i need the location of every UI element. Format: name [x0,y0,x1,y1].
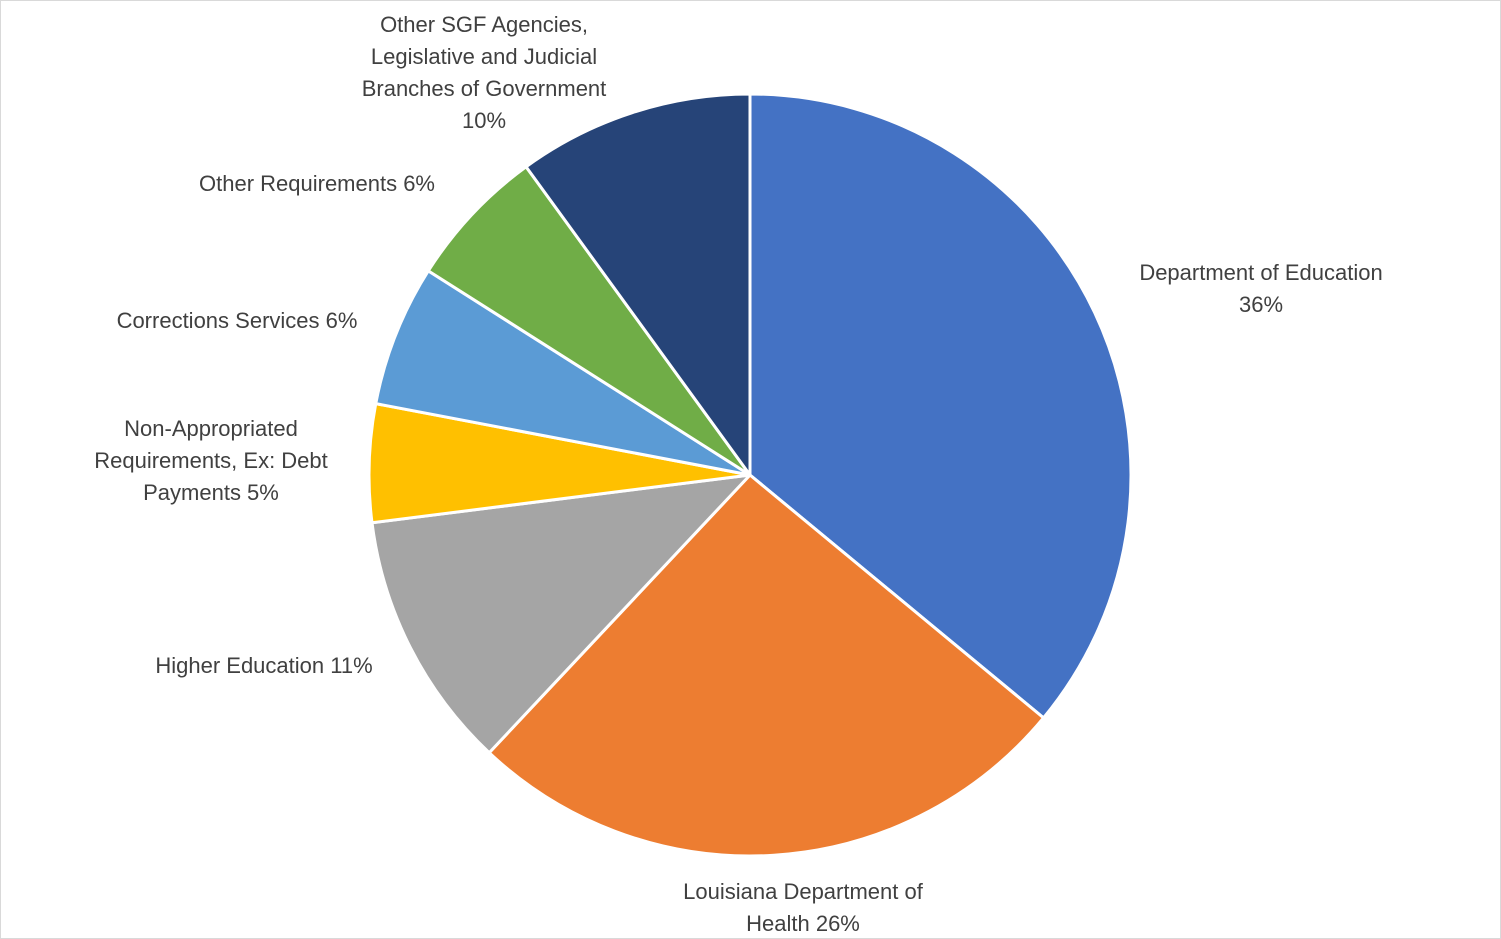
pie-slices [367,92,1133,858]
slice-label-6: Other Requirements 6% [199,171,435,196]
slice-label-line: Payments 5% [143,480,279,505]
pie-slice-3 [370,473,752,755]
slice-labels: Department of Education 36% Louisiana Depa… [94,12,1382,936]
pie-slice-6 [426,165,752,477]
slice-label-line: Higher Education 11% [155,653,372,678]
pie-slice-2 [487,473,1046,858]
pie-slice-5 [374,269,752,477]
slice-label-line: Requirements, Ex: Debt [94,448,328,473]
slice-label-line: 10% [462,108,506,133]
slice-label-line: Other SGF Agencies, [380,12,588,37]
slice-label-line: Legislative and Judicial [371,44,597,69]
slice-label-line: Branches of Government [362,76,607,101]
slice-label-1: Department of Education 36% [1139,260,1382,317]
pie-slice-7 [524,92,752,477]
slice-label-4: Non-Appropriated Requirements, Ex: Debt Pa… [94,416,328,505]
slice-label-3: Higher Education 11% [155,653,372,678]
slice-label-line: 36% [1239,292,1283,317]
slice-label-2: Louisiana Department of Health 26% [683,879,924,936]
slice-label-line: Health 26% [746,911,860,936]
slice-label-line: Corrections Services 6% [117,308,358,333]
slice-label-line: Louisiana Department of [683,879,924,904]
slice-label-line: Department of Education [1139,260,1382,285]
slice-label-line: Non-Appropriated [124,416,298,441]
slice-label-7: Other SGF Agencies, Legislative and Judic… [362,12,607,133]
slice-label-line: Other Requirements 6% [199,171,435,196]
slice-label-5: Corrections Services 6% [117,308,358,333]
pie-slice-1 [748,92,1133,720]
